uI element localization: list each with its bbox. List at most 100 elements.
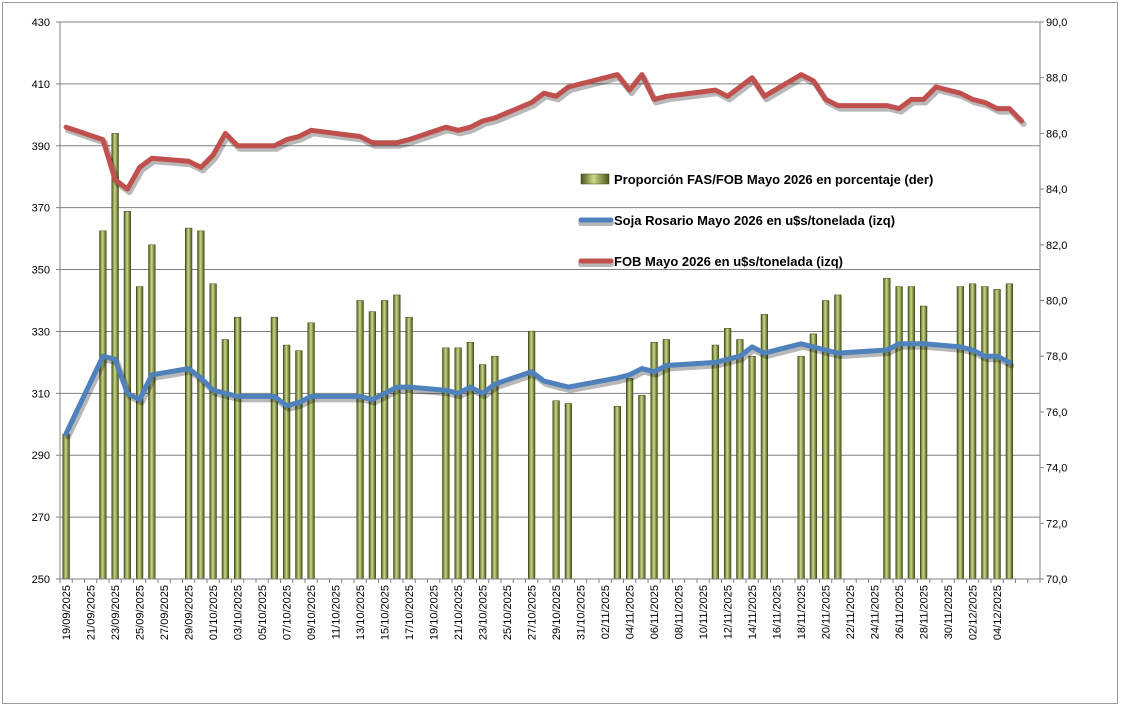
x-tick-label: 16/11/2025 <box>772 585 784 639</box>
fas-bar <box>62 433 70 580</box>
fas-bar <box>283 344 291 580</box>
fas-bar-series <box>62 133 1013 580</box>
right-tick-label: 78,0 <box>1046 351 1067 363</box>
x-tick-label: 27/09/2025 <box>159 585 171 640</box>
fas-bar <box>748 355 756 580</box>
legend: Proporción FAS/FOB Mayo 2026 en porcenta… <box>578 172 933 269</box>
fas-bar <box>993 289 1001 580</box>
left-tick-label: 370 <box>32 203 50 215</box>
fas-bar <box>381 300 389 580</box>
right-tick-label: 90,0 <box>1046 17 1067 29</box>
fas-bar <box>564 403 572 580</box>
x-tick-label: 27/10/2025 <box>527 585 539 640</box>
x-tick-label: 29/09/2025 <box>184 585 196 640</box>
x-tick-label: 04/11/2025 <box>625 585 637 639</box>
x-tick-label: 19/10/2025 <box>429 585 441 640</box>
right-tick-label: 86,0 <box>1046 128 1067 140</box>
fas-bar <box>711 344 719 580</box>
x-tick-label: 01/10/2025 <box>208 585 220 640</box>
left-tick-label: 350 <box>32 265 50 277</box>
fas-bar <box>834 294 842 580</box>
x-tick-label: 29/10/2025 <box>551 585 563 640</box>
left-tick-label: 270 <box>32 512 50 524</box>
x-tick-label: 12/11/2025 <box>723 585 735 639</box>
fas-bar <box>393 294 401 580</box>
x-tick-label: 11/10/2025 <box>331 585 343 639</box>
x-tick-label: 03/10/2025 <box>233 585 245 640</box>
legend-fas-swatch <box>580 173 610 185</box>
x-tick-label: 23/09/2025 <box>110 585 122 640</box>
x-tick-label: 04/12/2025 <box>992 585 1004 640</box>
left-tick-label: 330 <box>32 326 50 338</box>
fas-bar <box>270 316 278 580</box>
left-tick-label: 390 <box>32 141 50 153</box>
x-tick-label: 30/11/2025 <box>943 585 955 639</box>
fas-bar <box>638 394 646 580</box>
x-tick-label: 10/11/2025 <box>698 585 710 639</box>
left-tick-label: 310 <box>32 388 50 400</box>
x-tick-label: 21/09/2025 <box>86 585 98 640</box>
x-tick-label: 14/11/2025 <box>747 585 759 639</box>
x-tick-label: 26/11/2025 <box>894 585 906 639</box>
x-tick-label: 28/11/2025 <box>919 585 931 639</box>
fas-bar <box>442 347 450 580</box>
soja-line <box>63 341 1012 437</box>
fas-bar <box>148 244 156 580</box>
fas-bar <box>356 300 364 580</box>
fas-bar <box>307 322 315 580</box>
right-tick-label: 72,0 <box>1046 518 1067 530</box>
fas-bar <box>650 342 658 580</box>
right-tick-label: 82,0 <box>1046 240 1067 252</box>
fas-bar <box>981 286 989 580</box>
legend-fas-label: Proporción FAS/FOB Mayo 2026 en porcenta… <box>614 172 933 187</box>
x-tick-label: 08/11/2025 <box>674 585 686 639</box>
x-tick-label: 02/11/2025 <box>600 585 612 639</box>
fas-bar <box>454 347 462 580</box>
fas-bar <box>797 355 805 580</box>
fas-bar <box>552 400 560 580</box>
x-tick-label: 20/11/2025 <box>821 585 833 639</box>
right-tick-label: 70,0 <box>1046 574 1067 586</box>
fas-bar <box>528 330 536 580</box>
x-tick-label: 07/10/2025 <box>282 585 294 640</box>
combo-chart: 250 270 290 310 330 350 370 390 410 430 70,0 72,0 74… <box>32 17 1068 640</box>
x-tick-label: 17/10/2025 <box>404 585 416 640</box>
x-tick-label: 18/11/2025 <box>796 585 808 639</box>
x-tick-label: 24/11/2025 <box>870 585 882 639</box>
fas-bar <box>405 316 413 580</box>
x-tick-label: 06/11/2025 <box>649 585 661 639</box>
line-series <box>63 72 1027 440</box>
x-tick-label: 25/10/2025 <box>502 585 514 640</box>
right-tick-label: 76,0 <box>1046 407 1067 419</box>
x-tick-label: 31/10/2025 <box>576 585 588 640</box>
fob-line <box>63 72 1025 192</box>
x-tick-label: 19/09/2025 <box>61 585 73 640</box>
fas-bar <box>809 333 817 580</box>
fas-bar <box>662 339 670 580</box>
legend-fob-label: FOB Mayo 2026 en u$s/tonelada (izq) <box>614 254 843 269</box>
right-tick-label: 74,0 <box>1046 463 1067 475</box>
fas-bar <box>368 311 376 580</box>
left-tick-label: 290 <box>32 450 50 462</box>
fas-bar <box>736 339 744 580</box>
fas-bar <box>99 230 107 580</box>
x-tick-label: 05/10/2025 <box>257 585 269 640</box>
left-tick-label: 410 <box>32 79 50 91</box>
right-tick-label: 80,0 <box>1046 296 1067 308</box>
legend-soja-label: Soja Rosario Mayo 2026 en u$s/tonelada (… <box>614 213 895 228</box>
fas-bar <box>209 283 217 580</box>
right-tick-label: 84,0 <box>1046 184 1067 196</box>
x-tick-label: 22/11/2025 <box>845 585 857 639</box>
x-tick-label: 09/10/2025 <box>306 585 318 640</box>
x-tick-label: 13/10/2025 <box>355 585 367 640</box>
fas-bar <box>136 286 144 580</box>
x-tick-label: 15/10/2025 <box>380 585 392 640</box>
fas-bar <box>883 277 891 580</box>
fas-bar <box>895 286 903 580</box>
fas-bar <box>969 283 977 580</box>
fas-bar <box>197 230 205 580</box>
x-tick-label: 25/09/2025 <box>135 585 147 640</box>
x-tick-label: 02/12/2025 <box>968 585 980 640</box>
left-tick-label: 430 <box>32 17 50 29</box>
